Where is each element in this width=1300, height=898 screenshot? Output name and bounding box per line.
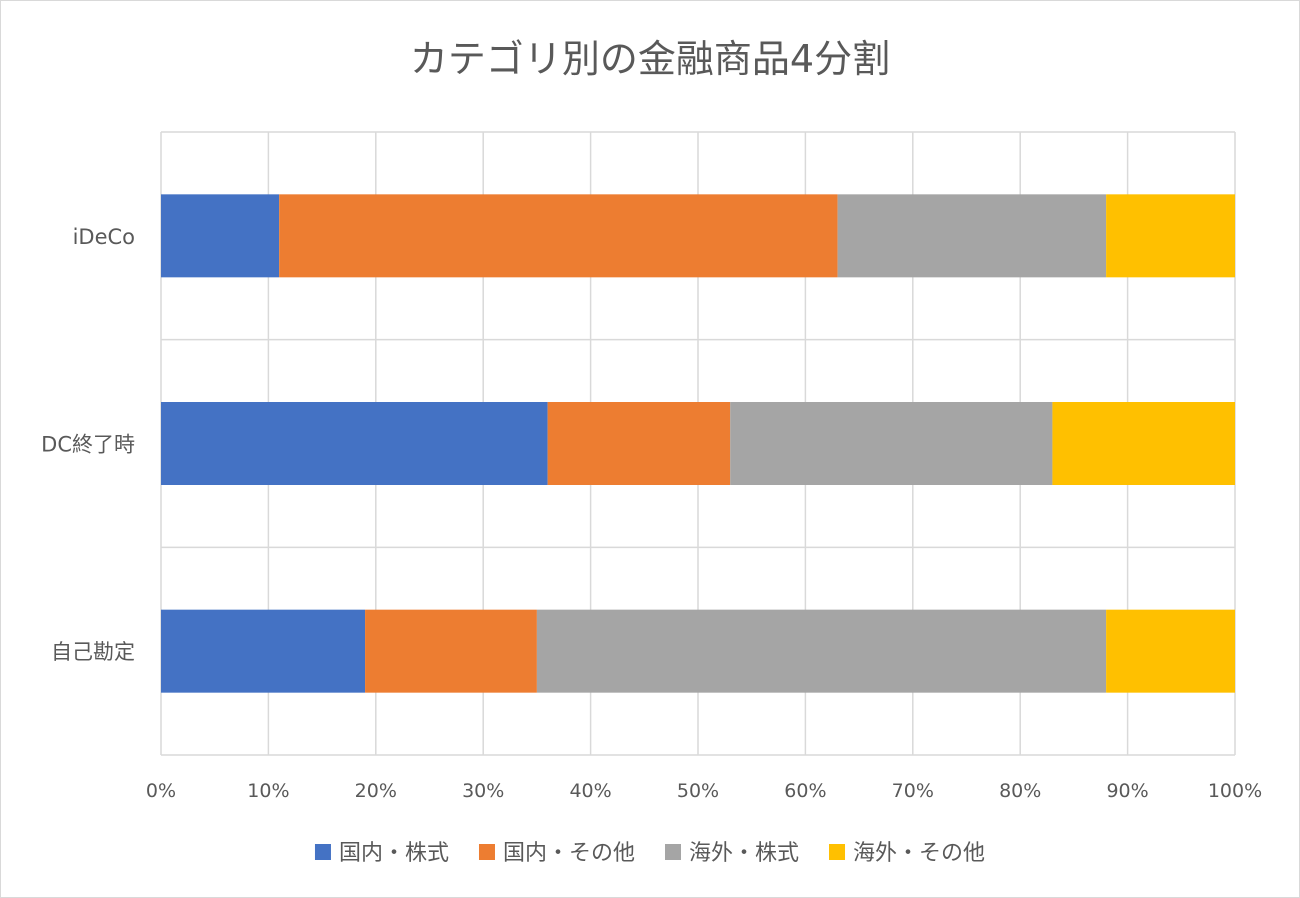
category-label: iDeCo	[73, 225, 135, 249]
x-tick-label: 10%	[247, 780, 289, 802]
bar-segment	[279, 194, 838, 278]
x-tick-label: 90%	[1106, 780, 1148, 802]
bar-segment	[1106, 609, 1235, 693]
bar-segment	[161, 402, 548, 485]
legend[interactable]: 国内・株式 国内・その他 海外・株式 海外・その他	[314, 841, 985, 866]
legend-swatch	[478, 844, 495, 860]
legend-label: 海外・その他	[853, 841, 985, 866]
x-tick-label: 50%	[677, 780, 719, 802]
x-tick-label: 80%	[999, 780, 1041, 802]
x-tick-label: 0%	[146, 780, 176, 802]
bar-segment	[837, 194, 1107, 278]
legend-swatch	[829, 844, 846, 860]
x-tick-label: 40%	[569, 780, 611, 802]
bar-segment	[1052, 402, 1235, 485]
x-tick-label: 100%	[1208, 780, 1262, 802]
bars	[161, 194, 1235, 693]
category-label: DC終了時	[41, 433, 135, 457]
x-tick-label: 30%	[462, 780, 504, 802]
legend-label: 国内・その他	[503, 841, 635, 866]
legend-item[interactable]: 海外・その他	[829, 841, 985, 866]
legend-swatch	[314, 844, 331, 860]
legend-item[interactable]: 国内・株式	[314, 841, 449, 866]
bar-segment	[161, 194, 280, 278]
legend-label: 国内・株式	[339, 841, 449, 866]
x-tick-label: 60%	[784, 780, 826, 802]
legend-label: 海外・株式	[689, 841, 799, 866]
x-tick-label: 70%	[892, 780, 934, 802]
x-tick-label: 20%	[355, 780, 397, 802]
bar-segment	[730, 402, 1053, 485]
bar-segment	[1106, 194, 1235, 278]
legend-swatch	[665, 844, 681, 860]
bar-segment	[536, 609, 1107, 693]
x-axis-tick-labels: 0% 10% 20% 30% 40% 50% 60% 70% 80% 90% 100%	[146, 780, 1262, 802]
bar-segment	[161, 609, 366, 693]
category-label: 自己勘定	[51, 640, 135, 664]
bar-segment	[365, 609, 537, 693]
chart-title: カテゴリ別の金融商品4分割	[410, 37, 890, 81]
legend-item[interactable]: 国内・その他	[478, 841, 635, 866]
bar-segment	[547, 402, 731, 485]
legend-item[interactable]: 海外・株式	[665, 841, 799, 866]
